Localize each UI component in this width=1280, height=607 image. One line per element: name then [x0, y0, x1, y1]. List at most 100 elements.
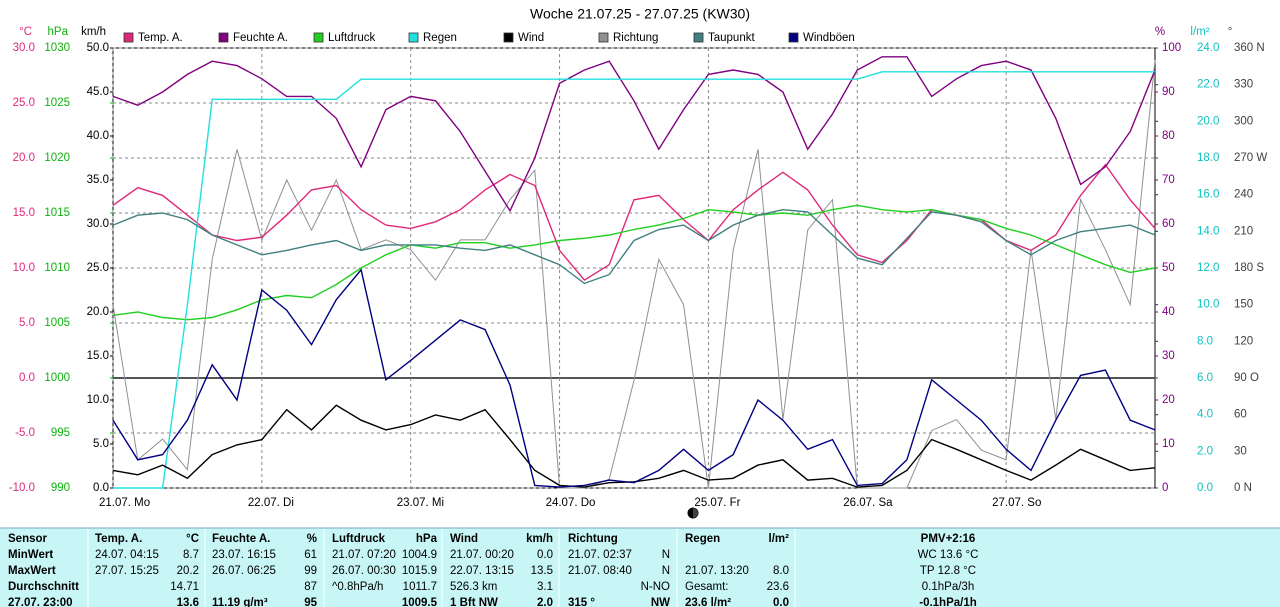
cell-value: 1011.7 — [403, 581, 437, 593]
cell-value: 13.5 — [531, 565, 553, 577]
plot-area — [112, 47, 1156, 489]
axis-unit: l/m² — [1190, 26, 1209, 38]
y-tick-label: 360 N — [1234, 42, 1265, 54]
y-tick-label: 22.0 — [1197, 79, 1219, 91]
y-tick-label: 1015 — [44, 207, 70, 219]
moon-icon — [687, 507, 699, 519]
y-tick-label: 35.0 — [87, 174, 109, 186]
y-tick-label: 60 — [1234, 409, 1247, 421]
chart-title: Woche 21.07.25 - 27.07.25 (KW30) — [530, 6, 750, 22]
cell-text: Temp. A. — [95, 533, 142, 545]
axis-unit: km/h — [81, 26, 106, 38]
row-label: Sensor — [8, 533, 48, 545]
x-tick-label: 24.07. Do — [546, 497, 596, 509]
cell-text: 23.6 l/m² — [685, 597, 731, 607]
y-tick-label: 150 — [1234, 299, 1253, 311]
x-tick-label: 27.07. So — [992, 497, 1041, 509]
y-tick-label: 1020 — [44, 152, 70, 164]
y-tick-label: 16.0 — [1197, 189, 1219, 201]
cell-text: Gesamt: — [685, 581, 728, 593]
cell-text: 1 Bft NW — [450, 597, 498, 607]
series-line — [112, 268, 1156, 488]
y-tick-label: 1005 — [44, 317, 70, 329]
legend-label: Windböen — [803, 32, 855, 44]
legend-label: Feuchte A. — [233, 32, 288, 44]
y-tick-label: 1030 — [44, 42, 70, 54]
row-label: MinWert — [8, 549, 53, 561]
cell-value: 13.6 — [177, 597, 199, 607]
legend-label: Wind — [518, 32, 544, 44]
y-tick-label: 0.0 — [19, 372, 35, 384]
y-tick-label: 330 — [1234, 79, 1253, 91]
series-line — [112, 404, 1156, 488]
cell-value: N-NO — [641, 581, 670, 593]
legend-swatch — [693, 32, 704, 43]
y-tick-label: -5.0 — [15, 427, 35, 439]
pmv-text: WC 13.6 °C — [918, 549, 979, 561]
cell-text: 21.07. 08:40 — [568, 565, 632, 577]
cell-value: 1004.9 — [402, 549, 437, 561]
cell-text: 26.07. 00:30 — [332, 565, 396, 577]
y-tick-label: 90 O — [1234, 372, 1259, 384]
cell-value: N — [662, 549, 670, 561]
y-tick-label: 12.0 — [1197, 262, 1219, 274]
y-tick-label: 30.0 — [13, 42, 35, 54]
cell-value: km/h — [526, 533, 553, 545]
cell-value: l/m² — [769, 533, 790, 545]
y-tick-label: 995 — [51, 427, 70, 439]
legend-label: Taupunkt — [708, 32, 755, 44]
axis-unit: hPa — [48, 26, 69, 38]
y-tick-label: 45.0 — [87, 86, 109, 98]
y-tick-label: 30 — [1234, 445, 1247, 457]
cell-text: Richtung — [568, 533, 618, 545]
y-tick-label: 90 — [1162, 86, 1175, 98]
row-label: 27.07. 23:00 — [8, 597, 73, 607]
series-line — [112, 204, 1156, 321]
y-tick-label: 180 S — [1234, 262, 1264, 274]
cell-value: 95 — [304, 597, 317, 607]
cell-text: 315 ° — [568, 597, 595, 607]
pmv-text: -0.1hPa/1h — [919, 597, 977, 607]
cell-text: 26.07. 06:25 — [212, 565, 276, 577]
y-tick-label: 20 — [1162, 394, 1175, 406]
y-tick-label: 24.0 — [1197, 42, 1219, 54]
series-line — [113, 71, 1155, 489]
y-tick-label: 40.0 — [87, 130, 109, 142]
y-tick-label: 10 — [1162, 438, 1175, 450]
cell-text: 11.19 g/m³ — [212, 597, 268, 607]
cell-value: % — [307, 533, 317, 545]
cell-value: 99 — [304, 565, 317, 577]
y-tick-label: 25.0 — [13, 97, 35, 109]
axis-unit: % — [1155, 26, 1165, 38]
y-tick-label: 20.0 — [13, 152, 35, 164]
x-tick-label: 26.07. Sa — [843, 497, 893, 509]
y-tick-label: 300 — [1234, 115, 1253, 127]
cell-value: 14.71 — [170, 581, 199, 593]
legend-swatch — [313, 32, 324, 43]
cell-text: 23.07. 16:15 — [212, 549, 276, 561]
legend-label: Richtung — [613, 32, 658, 44]
y-tick-label: 50 — [1162, 262, 1175, 274]
y-tick-label: 0 — [1162, 482, 1168, 494]
series-line — [112, 56, 1156, 213]
y-tick-label: 20.0 — [87, 306, 109, 318]
cell-value: 3.1 — [537, 581, 553, 593]
cell-text: Wind — [450, 533, 478, 545]
cell-text: 21.07. 07:20 — [332, 549, 396, 561]
legend-swatch — [503, 32, 514, 43]
legend-label: Regen — [423, 32, 457, 44]
cell-value: 20.2 — [177, 565, 199, 577]
y-tick-label: 5.0 — [93, 438, 109, 450]
y-tick-label: 5.0 — [19, 317, 35, 329]
axis-unit: °C — [19, 26, 32, 38]
cell-value: 1009.5 — [402, 597, 438, 607]
y-tick-label: 6.0 — [1197, 372, 1213, 384]
axis-unit: ° — [1228, 26, 1233, 38]
x-tick-label: 25.07. Fr — [694, 497, 740, 509]
cell-value: 87 — [304, 581, 317, 593]
cell-value: 0.0 — [773, 597, 789, 607]
y-tick-label: 18.0 — [1197, 152, 1219, 164]
y-tick-label: 80 — [1162, 130, 1175, 142]
legend-swatch — [788, 32, 799, 43]
